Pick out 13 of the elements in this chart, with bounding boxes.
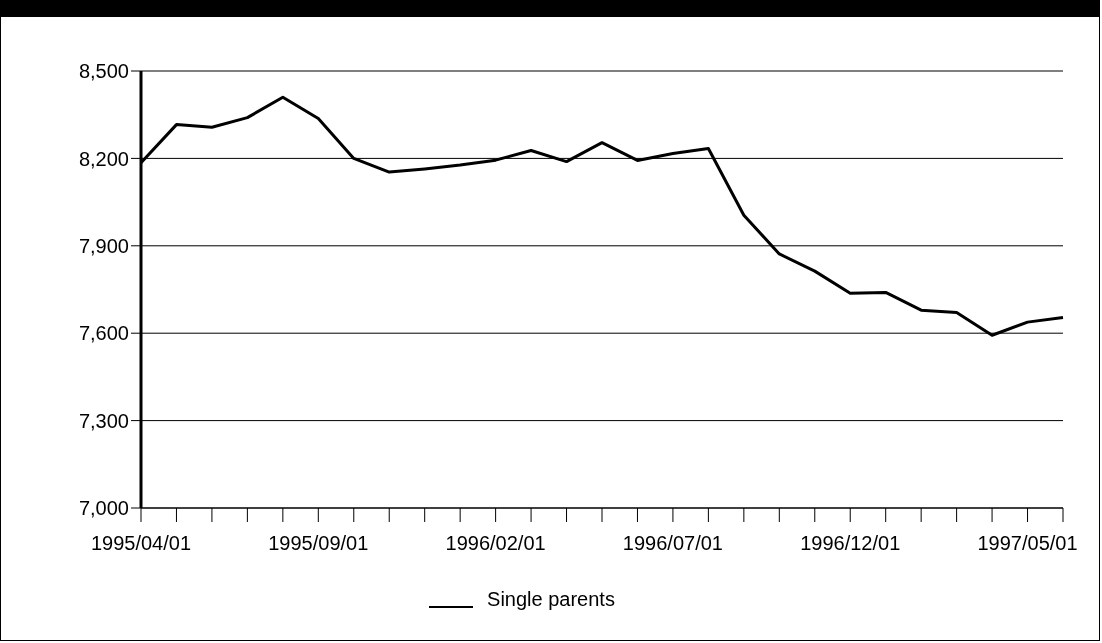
x-tick-label: 1996/02/01 xyxy=(445,532,546,555)
y-tick-label: 7,900 xyxy=(78,234,129,257)
y-tick-label: 8,500 xyxy=(78,60,129,83)
y-tick-label: 7,300 xyxy=(78,409,129,432)
y-tick-label: 7,600 xyxy=(78,322,129,345)
y-tick-label: 8,200 xyxy=(78,147,129,170)
x-tick-label: 1996/12/01 xyxy=(800,532,901,555)
x-tick-label: 1995/04/01 xyxy=(90,532,192,555)
x-tick-label: 1995/09/01 xyxy=(268,532,369,555)
x-tick-label: 1997/05/01 xyxy=(977,532,1078,555)
legend-label: Single parents xyxy=(487,588,615,611)
x-tick-label: 1996/07/01 xyxy=(622,532,723,555)
y-tick-label: 7,000 xyxy=(78,497,129,520)
